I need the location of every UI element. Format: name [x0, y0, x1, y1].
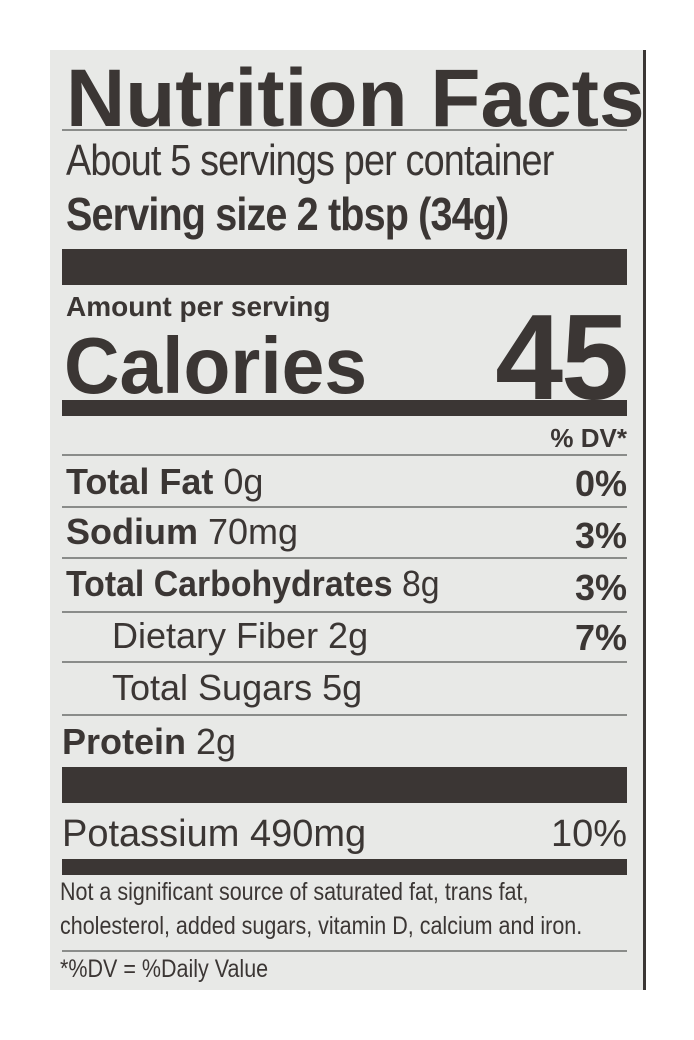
dv-dietary-fiber: 7% — [574, 617, 627, 658]
medium-bar — [62, 400, 627, 416]
thick-bar — [62, 249, 627, 285]
nutrition-facts-label: Nutrition Facts About 5 servings per con… — [50, 50, 646, 990]
footnote-line-2: cholesterol, added sugars, vitamin D, ca… — [60, 912, 583, 940]
nutrient-sodium: Sodium 70mg — [66, 511, 299, 552]
nutrient-potassium: Potassium 490mg — [62, 813, 367, 855]
amount-per-serving: Amount per serving — [66, 291, 331, 322]
divider — [62, 129, 627, 131]
divider — [62, 557, 627, 559]
dv-header: % DV* — [550, 423, 627, 453]
medium-bar — [62, 859, 627, 875]
dv-note: *%DV = %Daily Value — [60, 955, 269, 983]
dv-sodium: 3% — [574, 515, 627, 556]
dv-potassium: 10% — [550, 813, 627, 855]
divider — [62, 611, 627, 613]
nutrient-total-fat: Total Fat 0g — [66, 461, 264, 502]
serving-size: Serving size 2 tbsp (34g) — [66, 188, 509, 240]
title: Nutrition Facts — [66, 53, 645, 144]
nutrient-dietary-fiber: Dietary Fiber 2g — [112, 615, 369, 656]
calories-label: Calories — [64, 321, 368, 410]
servings-per-container: About 5 servings per container — [66, 136, 554, 185]
footnote-line-1: Not a significant source of saturated fa… — [60, 878, 529, 906]
nutrient-total-sugars: Total Sugars 5g — [112, 667, 363, 708]
divider — [62, 950, 627, 952]
divider — [62, 506, 627, 508]
divider — [62, 454, 627, 456]
nutrient-protein: Protein 2g — [62, 721, 237, 762]
divider — [62, 661, 627, 663]
nutrient-total-carbohydrates: Total Carbohydrates 8g — [66, 563, 440, 604]
dv-total-carbohydrates: 3% — [574, 567, 627, 608]
calories-value: 45 — [495, 289, 629, 425]
dv-total-fat: 0% — [574, 463, 627, 504]
divider — [62, 714, 627, 716]
thick-bar — [62, 767, 627, 803]
